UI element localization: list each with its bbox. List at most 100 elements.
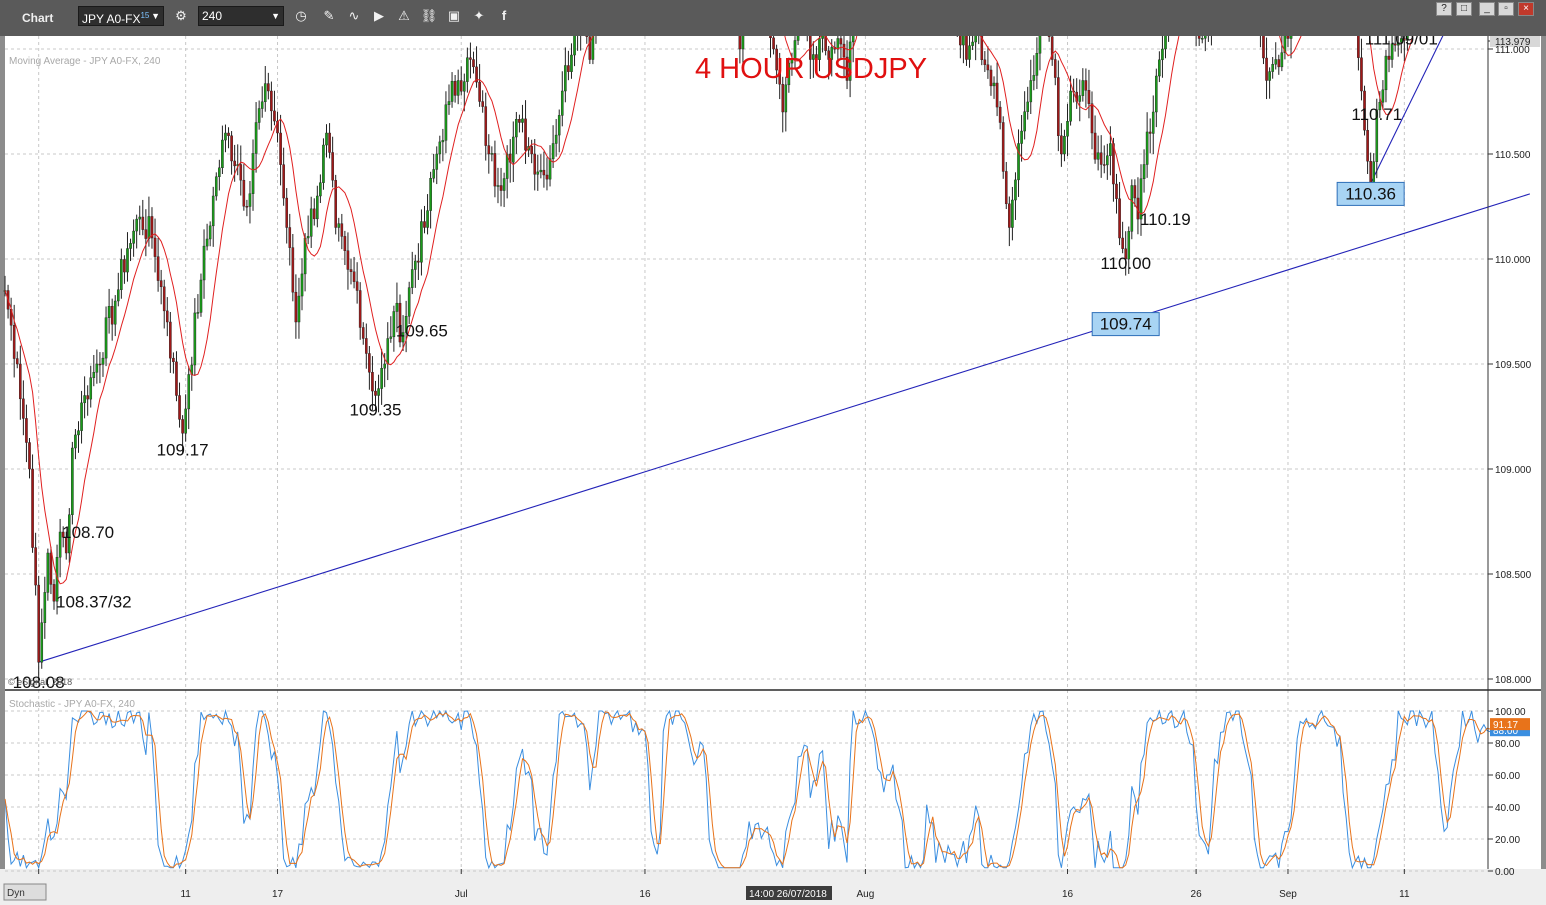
candle-up xyxy=(1063,135,1066,155)
candle-down xyxy=(1387,55,1391,60)
trendlines xyxy=(38,36,1531,663)
candle-up xyxy=(591,36,595,60)
price-tick-label: 110.500 xyxy=(1495,150,1531,161)
help-button[interactable]: ? xyxy=(1436,2,1452,16)
candle-up xyxy=(414,260,417,270)
candle-down xyxy=(1262,36,1265,59)
candle-up xyxy=(260,101,264,109)
chevron-down-icon[interactable]: ▼ xyxy=(271,11,280,21)
maximize-button[interactable]: ▫ xyxy=(1498,2,1514,16)
twitter-icon[interactable]: ✦ xyxy=(473,8,485,23)
symbol-input[interactable]: JPY A0-FX15 ▼ xyxy=(78,6,164,26)
candle-up xyxy=(564,65,567,92)
candle-down xyxy=(294,291,298,323)
chart-area[interactable]: 113.14/18112.55/60112.15111.88111.83111.… xyxy=(0,36,1546,905)
candle-down xyxy=(25,418,28,443)
candle-down xyxy=(965,36,968,60)
candle-up xyxy=(401,332,405,343)
candle-down xyxy=(472,59,475,68)
candle-up xyxy=(496,185,500,187)
candle-up xyxy=(410,269,414,288)
candle-down xyxy=(169,321,172,359)
facebook-icon[interactable]: f xyxy=(501,8,507,23)
candle-up xyxy=(848,41,852,81)
candle-down xyxy=(827,50,830,60)
restore-button[interactable]: □ xyxy=(1456,2,1472,16)
candle-up xyxy=(450,80,454,102)
candle-down xyxy=(1393,43,1397,46)
candle-down xyxy=(1403,38,1406,41)
candle-down xyxy=(153,237,157,257)
candle-up xyxy=(1127,231,1131,260)
candle-up xyxy=(113,300,117,325)
price-annotation: 110.71 xyxy=(1351,105,1402,124)
minimize-button[interactable]: _ xyxy=(1479,2,1495,16)
candle-up xyxy=(554,134,558,144)
price-annotation: 109.35 xyxy=(350,401,402,420)
candle-up xyxy=(386,338,390,365)
pencil-icon[interactable]: ✎ xyxy=(323,8,335,23)
candle-down xyxy=(542,169,546,176)
candle-down xyxy=(1277,59,1281,68)
candle-up xyxy=(836,38,840,50)
candle-up xyxy=(438,141,442,155)
dyn-button[interactable] xyxy=(3,883,47,901)
candle-down xyxy=(530,146,533,155)
candle-up xyxy=(1164,36,1167,50)
candle-up xyxy=(447,101,451,105)
candle-up xyxy=(570,54,573,72)
interval-input[interactable]: 240 ▼ xyxy=(198,6,284,26)
candle-down xyxy=(374,390,377,396)
alert-icon[interactable]: ⚠ xyxy=(398,8,410,23)
stochastic-indicator-label: Stochastic - JPY A0-FX, 240 xyxy=(9,699,135,710)
line-draw-icon[interactable]: ∿ xyxy=(348,8,360,23)
top-price-box xyxy=(1490,36,1540,47)
candle-up xyxy=(1014,179,1017,201)
annotations: 113.14/18112.55/60112.15111.88111.83111.… xyxy=(13,36,1438,692)
candle-up xyxy=(505,153,509,179)
trendline xyxy=(38,193,1531,663)
candle-up xyxy=(1066,121,1069,137)
candle-up xyxy=(83,395,86,404)
candle-down xyxy=(842,43,846,58)
candle-up xyxy=(383,363,386,369)
candle-up xyxy=(263,83,267,103)
candle-up xyxy=(1381,89,1385,103)
candle-down xyxy=(288,227,292,248)
price-annotation: 108.08 xyxy=(13,673,65,692)
candle-up xyxy=(787,62,791,86)
candle-up xyxy=(322,144,325,183)
price-annotation: 108.37/32 xyxy=(56,592,132,611)
candle-down xyxy=(588,36,592,60)
close-button[interactable]: × xyxy=(1518,2,1534,16)
candle-up xyxy=(319,182,322,197)
stochastic-k-line xyxy=(4,709,1491,870)
candle-up xyxy=(796,36,800,41)
candle-down xyxy=(276,120,279,134)
candle-down xyxy=(1102,164,1106,166)
candle-up xyxy=(435,153,439,170)
candle-down xyxy=(86,395,89,400)
candle-up xyxy=(1271,64,1274,72)
chevron-down-icon[interactable]: ▼ xyxy=(151,11,160,21)
play-icon[interactable]: ▶ xyxy=(374,8,384,23)
link-icon[interactable]: ⛓ xyxy=(420,8,438,23)
candle-up xyxy=(1274,59,1278,65)
candle-down xyxy=(331,152,334,181)
candle-up xyxy=(962,36,965,46)
chat-icon[interactable]: ▣ xyxy=(447,8,461,23)
settings-icon[interactable]: ⚙ xyxy=(175,8,187,23)
candle-down xyxy=(242,179,246,207)
candle-up xyxy=(380,368,383,389)
time-tick-label: 11 xyxy=(1399,889,1410,900)
time-tick-label: Aug xyxy=(857,889,875,900)
candle-down xyxy=(37,584,40,663)
candle-up xyxy=(1020,130,1023,144)
annotation-box xyxy=(1336,181,1405,206)
symbol-superscript: 15 xyxy=(140,11,150,20)
clock-icon[interactable]: ◷ xyxy=(295,8,307,23)
candle-up xyxy=(1378,102,1382,111)
candle-down xyxy=(995,82,999,108)
candle-down xyxy=(273,110,276,122)
candle-down xyxy=(165,310,169,323)
